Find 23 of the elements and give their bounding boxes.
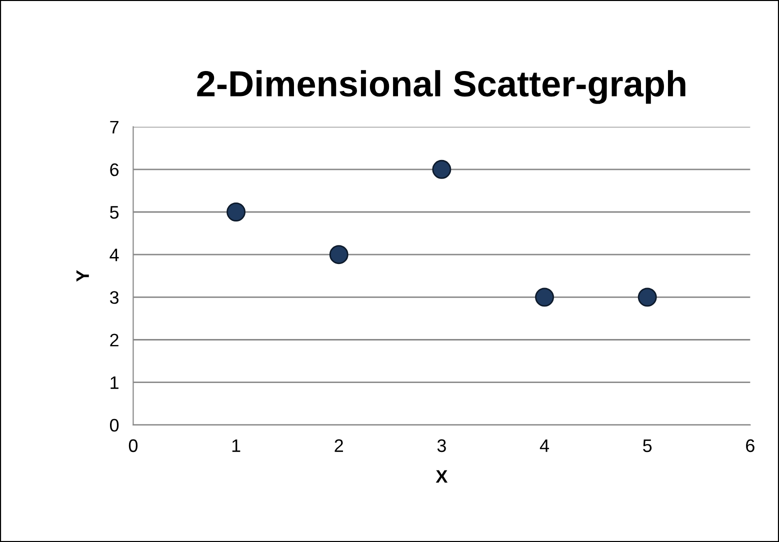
y-tick-label: 7 — [110, 120, 118, 134]
y-tick-label: 4 — [110, 248, 119, 262]
x-tick-label: 2 — [334, 439, 343, 452]
x-tick-label: 4 — [540, 439, 550, 452]
point — [329, 245, 348, 264]
x-tick-label: 5 — [643, 439, 652, 452]
y-tick-label: 6 — [110, 163, 119, 176]
point — [432, 160, 452, 179]
point — [226, 202, 246, 222]
y-tick-label: 0 — [110, 418, 119, 432]
x-tick-label: 1 — [232, 439, 240, 452]
point — [638, 288, 657, 307]
y-tick-label: 2 — [110, 334, 118, 346]
point — [535, 288, 554, 307]
x-axis-title: X — [436, 470, 448, 483]
y-tick-label: 1 — [110, 376, 118, 389]
x-tick-label: 3 — [437, 439, 446, 452]
chart-title: 2-Dimensional Scatter-graph — [197, 70, 686, 104]
x-tick-label: 0 — [128, 439, 138, 452]
x-tick-label: 6 — [746, 439, 754, 452]
y-tick-label: 5 — [110, 206, 119, 219]
y-tick-label: 3 — [110, 291, 119, 304]
y-axis-title: Y — [76, 270, 89, 282]
